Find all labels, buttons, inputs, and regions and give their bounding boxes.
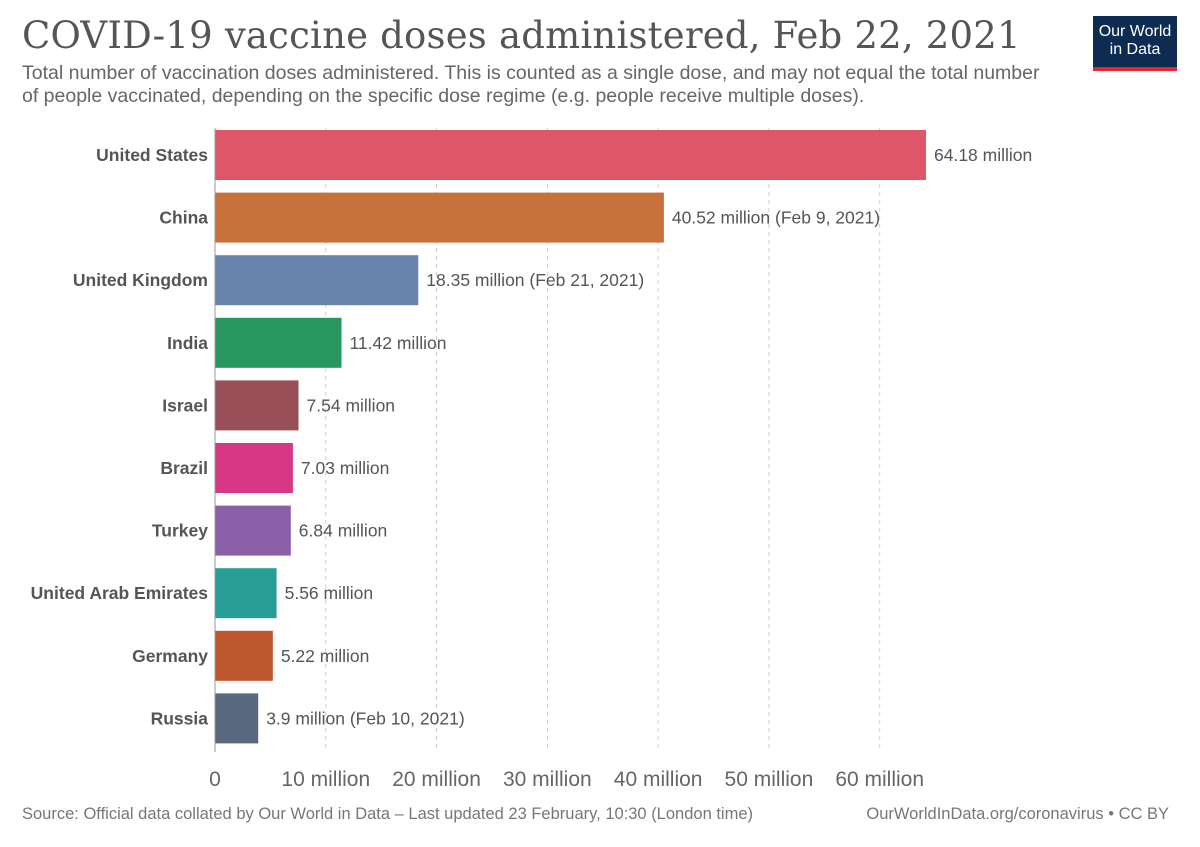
owid-logo[interactable]: Our World in Data <box>1093 16 1177 71</box>
bar <box>215 443 293 493</box>
x-tick-label: 50 million <box>725 768 814 791</box>
logo-line-2: in Data <box>1109 41 1161 58</box>
category-label: Brazil <box>160 458 208 478</box>
chart-subtitle: Total number of vaccination doses admini… <box>22 62 1040 107</box>
bar <box>215 693 259 744</box>
x-tick-label: 10 million <box>281 768 370 791</box>
footer-link[interactable]: OurWorldInData.org/coronavirus • CC BY <box>866 805 1169 823</box>
value-label: 64.18 million <box>934 145 1032 165</box>
bar <box>215 505 291 556</box>
category-label: Germany <box>132 646 208 666</box>
bar <box>215 568 277 619</box>
bar <box>215 130 926 180</box>
category-label: Turkey <box>152 521 208 541</box>
x-tick-label: 40 million <box>614 768 703 791</box>
value-label: 7.03 million <box>301 458 390 478</box>
category-label: China <box>159 208 208 228</box>
value-label: 7.54 million <box>307 395 396 415</box>
value-label: 5.22 million <box>281 646 370 666</box>
bar <box>215 630 273 681</box>
x-tick-label: 30 million <box>503 768 592 791</box>
x-tick-label: 0 <box>209 768 221 791</box>
value-label: 5.56 million <box>285 583 374 603</box>
value-label: 6.84 million <box>299 521 388 541</box>
category-label: Russia <box>151 708 209 728</box>
category-label: United States <box>96 145 208 165</box>
category-label: India <box>167 333 208 353</box>
category-label: United Kingdom <box>73 270 208 290</box>
bar <box>215 192 664 243</box>
value-label: 18.35 million (Feb 21, 2021) <box>426 270 644 290</box>
category-label: Israel <box>162 395 208 415</box>
logo-line-1: Our World <box>1098 23 1172 40</box>
source-note: Source: Official data collated by Our Wo… <box>22 805 753 823</box>
chart-title: COVID-19 vaccine doses administered, Feb… <box>22 14 1021 57</box>
bar <box>215 317 342 368</box>
value-label: 40.52 million (Feb 9, 2021) <box>672 208 880 228</box>
x-tick-label: 60 million <box>835 768 924 791</box>
bar <box>215 380 299 431</box>
value-label: 11.42 million <box>350 333 447 353</box>
category-label: United Arab Emirates <box>31 583 209 603</box>
value-label: 3.9 million (Feb 10, 2021) <box>266 708 464 728</box>
x-tick-label: 20 million <box>392 768 481 791</box>
bar <box>215 255 419 306</box>
